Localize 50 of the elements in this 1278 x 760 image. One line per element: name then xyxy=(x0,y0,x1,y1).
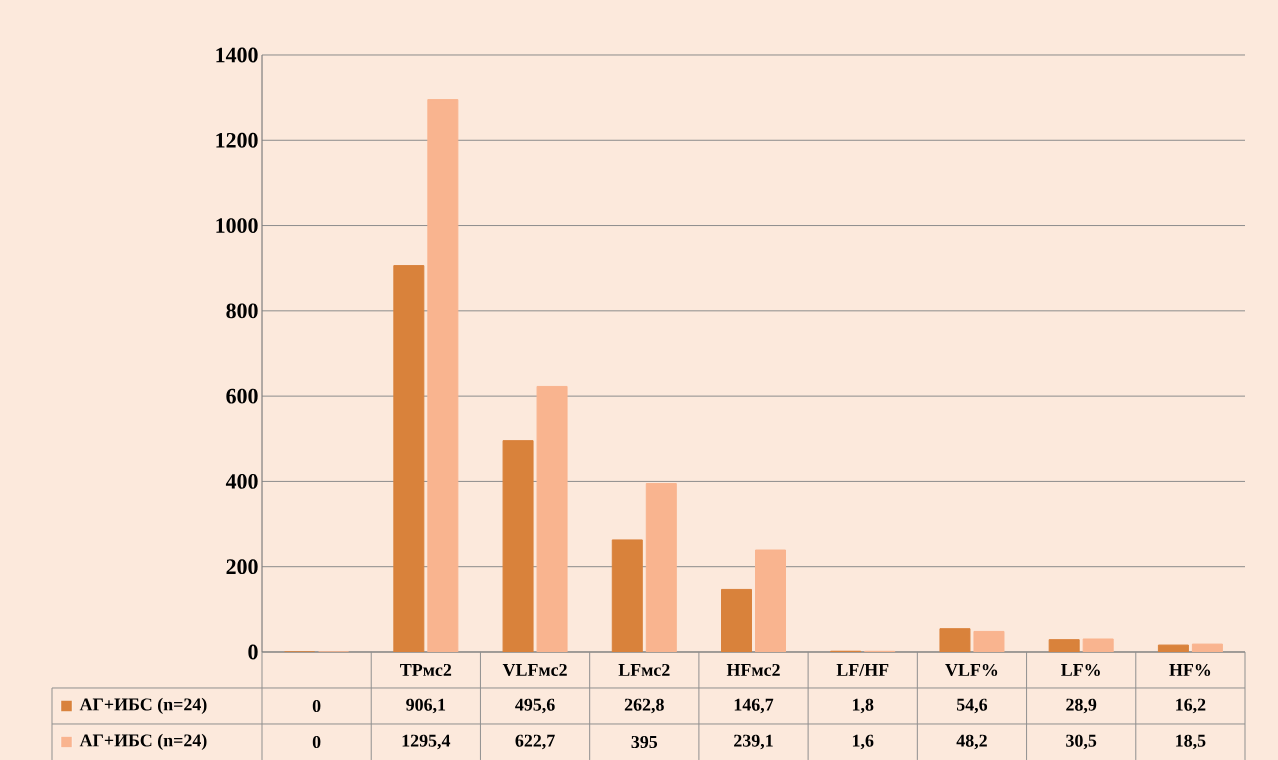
bar xyxy=(536,385,568,652)
data-label: 28,9 xyxy=(1066,698,1097,714)
data-label: 30,5 xyxy=(1066,734,1097,750)
bar xyxy=(1157,644,1189,652)
y-tick-label: 1200 xyxy=(216,132,258,148)
data-label: 906,1 xyxy=(406,698,446,714)
data-label: 48,2 xyxy=(956,734,987,750)
bar xyxy=(427,98,459,652)
data-label: 395 xyxy=(631,735,658,748)
bar xyxy=(645,482,677,652)
data-label: 495,6 xyxy=(515,698,555,714)
bar xyxy=(393,264,425,652)
data-label: 0 xyxy=(312,699,321,712)
x-tick-label: VLF% xyxy=(945,663,998,676)
data-label: 239,1 xyxy=(734,734,773,750)
data-label: 622,7 xyxy=(515,734,555,750)
legend-label: АГ+ИБС (n=24) xyxy=(79,697,207,714)
bar xyxy=(939,627,971,652)
x-tick-label: HF% xyxy=(1169,663,1211,676)
x-tick-label: TPмс2 xyxy=(400,663,452,676)
data-label: 1,8 xyxy=(852,698,874,714)
x-tick-label: HFмс2 xyxy=(726,663,780,676)
bar xyxy=(1082,638,1114,652)
data-label: 146,7 xyxy=(734,698,774,714)
x-tick-label: LF% xyxy=(1061,663,1100,676)
y-tick-label: 0 xyxy=(248,644,258,660)
data-label: 1295,4 xyxy=(402,734,451,750)
bar xyxy=(721,588,753,652)
bar xyxy=(611,539,643,652)
bar xyxy=(502,439,534,652)
x-tick-label: LF/HF xyxy=(836,663,889,676)
y-tick-label: 400 xyxy=(225,473,258,489)
data-label: 0 xyxy=(312,735,321,748)
data-label: 1,6 xyxy=(852,734,874,750)
bar xyxy=(1191,643,1223,652)
data-label: 16,2 xyxy=(1176,698,1206,714)
y-tick-label: 1400 xyxy=(216,47,258,63)
bar xyxy=(1048,638,1080,652)
y-tick-label: 1000 xyxy=(216,217,258,233)
y-tick-label: 200 xyxy=(226,559,258,574)
data-label: 54,6 xyxy=(956,698,988,714)
y-tick-label: 800 xyxy=(226,303,258,319)
bar xyxy=(755,549,787,652)
y-tick-label: 600 xyxy=(226,388,258,404)
data-label: 262,8 xyxy=(624,698,664,714)
legend-label: АГ+ИБС (n=24) xyxy=(79,733,207,750)
x-tick-label: VLFмс2 xyxy=(502,663,567,676)
data-label: 18,5 xyxy=(1176,734,1206,750)
bar xyxy=(973,630,1005,652)
x-tick-label: LFмс2 xyxy=(618,663,670,676)
